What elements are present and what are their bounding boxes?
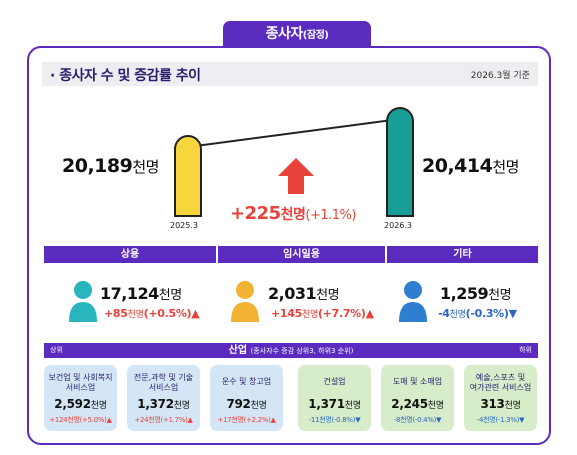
industry-header: 상위 산업 (종사자수 증감 상위3, 하위3 순위) 하위	[44, 343, 538, 358]
industry-top-label: 상위	[50, 346, 63, 354]
category-value-regular: 17,124천명	[100, 284, 182, 303]
category-header-regular: 상용	[44, 246, 216, 263]
industry-card: 도매 및 소매업 2,245천명 -8천명(-0.4%)▼	[381, 365, 454, 431]
industry-change: -11천명(-0.8%)▼	[308, 416, 361, 424]
down-arrow-icon: ▼	[508, 307, 517, 320]
tab-suffix: (잠정)	[302, 30, 329, 41]
industry-card: 전문,과학 및 기술 서비스업 1,372천명 +24천명(+1.7%)▲	[127, 365, 200, 431]
industry-name: 운수 및 창고업	[221, 377, 272, 386]
trend-line	[187, 118, 401, 148]
reference-date: 2026.3월 기준	[470, 71, 530, 81]
period-right: 2026.3	[384, 221, 412, 230]
industry-change: -4천명(-1.3%)▼	[476, 416, 525, 424]
industry-value: 2,245천명	[391, 397, 444, 411]
industry-title: 산업 (종사자수 증감 상위3, 하위3 순위)	[228, 345, 354, 356]
value-left: 20,189천명	[62, 155, 159, 177]
industry-card: 보건업 및 사회복지 서비스업 2,592천명 +124천명(+5.0%)▲	[44, 365, 117, 431]
category-value-temporary: 2,031천명	[268, 284, 340, 303]
industry-value: 792천명	[226, 397, 267, 411]
up-arrow-icon: ▲	[365, 307, 374, 320]
period-left: 2025.3	[170, 221, 198, 230]
person-icon-blue	[399, 281, 427, 322]
category-change-temporary: +145천명(+7.7%)▲	[271, 307, 374, 320]
title-bar: · 종사자 수 및 증감률 추이 2026.3월 기준	[42, 62, 538, 86]
person-icon-teal	[69, 281, 97, 322]
up-arrow-icon: ▲	[191, 307, 200, 320]
industry-name: 보건업 및 사회복지 서비스업	[48, 373, 113, 392]
industry-name: 건설업	[323, 377, 346, 386]
industry-change: +17천명(+2.2%)▲	[217, 416, 276, 424]
industry-card: 건설업 1,371천명 -11천명(-0.8%)▼	[298, 365, 371, 431]
industry-card: 예술,스포츠 및 여가관련 서비스업 313천명 -4천명(-1.3%)▼	[464, 365, 537, 431]
increase-arrow-icon	[278, 158, 314, 194]
category-header-temporary: 임시일용	[218, 246, 385, 263]
category-header-other: 기타	[387, 246, 538, 263]
industry-name: 예술,스포츠 및 여가관련 서비스업	[469, 373, 532, 392]
category-value-other: 1,259천명	[440, 284, 512, 303]
pillar-2026	[386, 107, 414, 217]
section-tab: 종사자(잠정)	[223, 21, 371, 47]
category-change-regular: +85천명(+0.5%)▲	[104, 307, 200, 320]
pillar-2025	[174, 135, 202, 217]
industry-bottom-label: 하위	[519, 346, 532, 354]
industry-change: +124천명(+5.0%)▲	[49, 416, 112, 424]
industry-name: 도매 및 소매업	[392, 377, 443, 386]
tab-title: 종사자	[265, 26, 304, 42]
value-right: 20,414천명	[422, 155, 519, 177]
industry-value: 1,372천명	[137, 397, 190, 411]
person-icon-orange	[231, 281, 259, 322]
industry-change: -8천명(-0.4%)▼	[393, 416, 442, 424]
total-change: +225천명(+1.1%)	[230, 203, 356, 224]
industry-value: 313천명	[480, 397, 521, 411]
industry-name: 전문,과학 및 기술 서비스업	[133, 373, 194, 392]
section-title: · 종사자 수 및 증감률 추이	[50, 68, 201, 84]
industry-value: 1,371천명	[308, 397, 361, 411]
category-change-other: -4천명(-0.3%)▼	[438, 307, 517, 320]
industry-value: 2,592천명	[54, 397, 107, 411]
industry-change: +24천명(+1.7%)▲	[134, 416, 193, 424]
industry-card: 운수 및 창고업 792천명 +17천명(+2.2%)▲	[210, 365, 283, 431]
